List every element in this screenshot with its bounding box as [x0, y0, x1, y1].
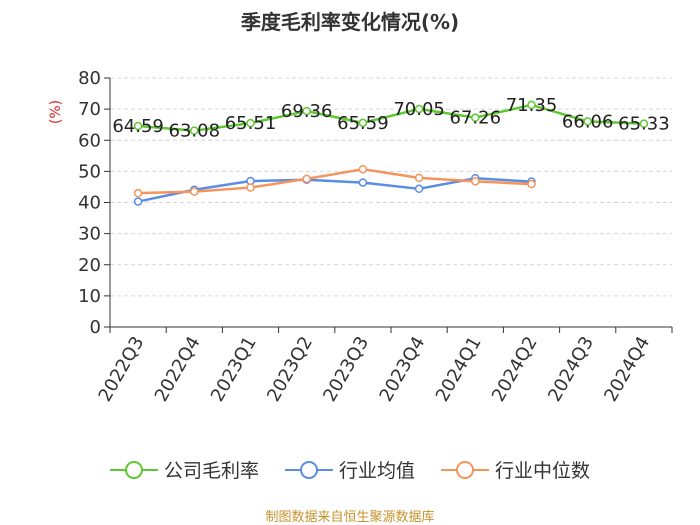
legend-line-circle-icon	[441, 460, 489, 479]
x-tick-label: 2022Q3	[95, 333, 149, 405]
grid-lines	[110, 77, 672, 297]
data-point	[471, 177, 480, 186]
data-label: 65.33	[618, 114, 670, 135]
data-point	[302, 106, 311, 116]
data-point	[471, 113, 480, 122]
y-tick-label: 40	[78, 193, 101, 214]
data-point	[190, 187, 199, 196]
x-tick-label: 2024Q4	[600, 333, 654, 405]
y-tick-label: 60	[78, 130, 101, 151]
data-label: 67.26	[450, 108, 502, 129]
data-point	[358, 178, 368, 187]
x-tick-label: 2023Q4	[376, 333, 430, 405]
y-axis-label: (%)	[48, 100, 64, 124]
y-tick-label: 70	[78, 99, 101, 120]
series-2	[133, 164, 536, 198]
data-point	[358, 118, 368, 128]
data-point	[133, 188, 143, 198]
data-label: 65.51	[225, 113, 277, 134]
source-note: 制图数据来自恒生聚源数据库	[265, 510, 435, 525]
legend-label: 行业中位数	[495, 460, 591, 482]
data-point	[302, 174, 311, 184]
y-tick-label: 30	[78, 224, 101, 245]
data-point	[527, 179, 536, 189]
x-tick-label: 2023Q3	[319, 333, 373, 405]
series-0	[133, 100, 649, 135]
legend-label: 公司毛利率	[163, 460, 259, 482]
series-line	[138, 167, 532, 195]
legend-line-circle-icon	[284, 460, 333, 479]
data-point	[639, 119, 649, 128]
x-tick-label: 2023Q2	[263, 333, 317, 405]
x-tick-label: 2024Q2	[488, 333, 542, 405]
data-point	[358, 164, 368, 174]
y-tick-label: 50	[78, 161, 101, 182]
legend-item[interactable]: 行业均值	[284, 456, 415, 483]
series-line	[137, 103, 644, 132]
data-label: 63.08	[169, 121, 221, 142]
data-label: 64.59	[112, 116, 164, 137]
data-point	[133, 121, 143, 131]
data-point	[246, 118, 255, 128]
data-label: 66.06	[562, 111, 614, 132]
x-tick-label: 2024Q1	[432, 333, 486, 405]
chart-title: 季度毛利率变化情况(%)	[240, 10, 460, 34]
legend: 公司毛利率 行业均值 行业中位数	[0, 456, 700, 483]
legend-item[interactable]: 行业中位数	[441, 456, 590, 483]
data-point	[133, 197, 143, 206]
x-tick-label: 2022Q4	[151, 333, 205, 405]
data-label: 69.36	[281, 101, 333, 122]
series-lines	[133, 100, 649, 206]
y-tick-label: 20	[78, 255, 101, 276]
data-point	[414, 184, 424, 194]
data-point	[583, 117, 592, 126]
x-tick-label: 2024Q3	[544, 333, 598, 405]
data-point	[414, 173, 424, 183]
data-point	[414, 104, 424, 114]
legend-item[interactable]: 公司毛利率	[109, 456, 259, 483]
y-tick-label: 80	[78, 68, 101, 89]
legend-line-circle-icon	[109, 460, 158, 479]
data-label: 71.35	[506, 95, 558, 116]
data-label: 70.05	[393, 99, 445, 120]
x-tick-label: 2023Q1	[207, 333, 261, 405]
y-tick-label: 10	[78, 286, 101, 307]
data-point	[246, 183, 255, 192]
data-point	[527, 100, 536, 110]
data-point	[190, 126, 199, 135]
y-tick-label: 0	[90, 317, 101, 338]
data-label: 65.59	[337, 113, 389, 134]
legend-label: 行业均值	[338, 460, 415, 482]
